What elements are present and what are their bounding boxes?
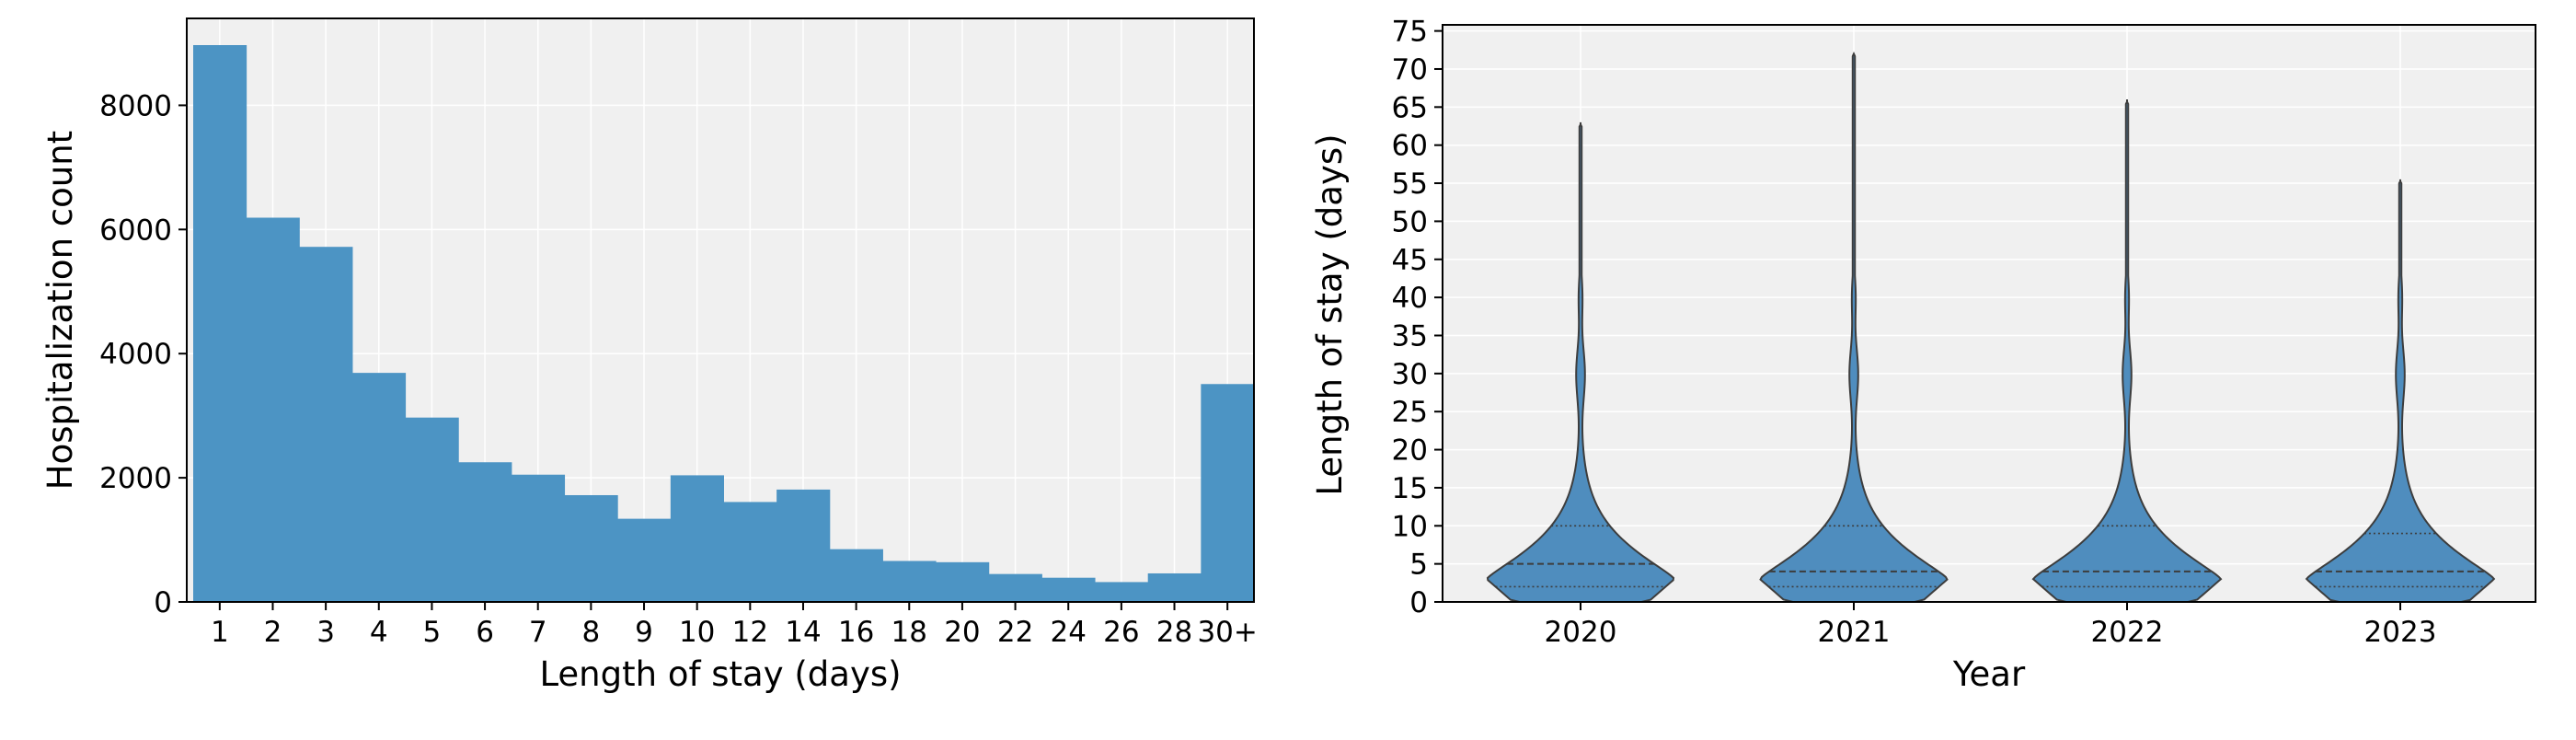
histogram-x-tick-label: 30+ (1197, 616, 1257, 649)
violin-y-tick-label: 60 (1392, 130, 1428, 163)
histogram-bar (882, 561, 937, 602)
histogram-y-tick-label: 6000 (99, 214, 172, 247)
histogram-bar (723, 502, 777, 602)
violin-y-tick-label: 30 (1392, 358, 1428, 391)
histogram-bar (617, 518, 672, 602)
histogram-x-tick-label: 20 (944, 616, 980, 649)
histogram-x-tick-label: 28 (1156, 616, 1192, 649)
histogram-bar (988, 573, 1042, 602)
histogram-x-tick-label: 22 (997, 616, 1033, 649)
violin-x-axis-label: Year (1952, 654, 2026, 694)
histogram-x-tick-label: 9 (635, 616, 653, 649)
histogram-bar (1147, 572, 1202, 602)
histogram-bar (564, 494, 618, 602)
histogram-x-axis-label: Length of stay (days) (539, 654, 901, 694)
violin-x-tick-label: 2021 (1818, 616, 1891, 649)
violin-y-tick-label: 20 (1392, 434, 1428, 468)
violin-frame (1442, 24, 2536, 603)
violin-y-tick-label: 65 (1392, 91, 1428, 124)
violin-body-2022 (2031, 99, 2223, 603)
violin-body-2020 (1486, 121, 1675, 603)
histogram-bar (351, 373, 407, 602)
histogram-x-tick-label: 4 (370, 616, 388, 649)
violin-y-tick-label: 25 (1392, 396, 1428, 429)
violin-y-tick-label: 10 (1392, 510, 1428, 543)
violin-y-tick-label: 70 (1392, 53, 1428, 87)
histogram-bar (299, 247, 353, 602)
histogram-y-axis-label: Hospitalization count (40, 131, 80, 490)
violin-plot-area (1443, 25, 2536, 602)
histogram-bar (511, 474, 566, 602)
histogram-x-tick-label: 7 (529, 616, 547, 649)
violin-y-tick-label: 75 (1392, 16, 1428, 49)
histogram-frame (186, 17, 1255, 603)
histogram-x-tick-label: 26 (1103, 616, 1139, 649)
histogram-y-tick-label: 2000 (99, 462, 172, 495)
histogram-x-tick-label: 18 (891, 616, 927, 649)
histogram-x-tick-label: 14 (785, 616, 821, 649)
histogram-y-tick-label: 8000 (99, 89, 172, 122)
histogram-x-tick-label: 10 (679, 616, 715, 649)
violin-x-tick-label: 2023 (2364, 616, 2437, 649)
histogram-bar (1201, 384, 1255, 602)
histogram-bar (405, 417, 459, 602)
histogram-bar (829, 549, 883, 602)
histogram-x-tick-label: 5 (423, 616, 442, 649)
violin-y-tick-label: 0 (1409, 586, 1428, 619)
violin-y-tick-label: 35 (1392, 319, 1428, 353)
histogram-bar (193, 45, 247, 602)
histogram-x-tick-label: 24 (1050, 616, 1086, 649)
histogram-y-tick-label: 4000 (99, 338, 172, 371)
violin-y-tick-label: 45 (1392, 244, 1428, 277)
histogram-y-tick-label: 0 (154, 586, 172, 619)
histogram-x-tick-label: 1 (211, 616, 229, 649)
histogram-y-ticks: 0 2000 4000 6000 8000 (99, 89, 187, 619)
violin-y-tick-label: 40 (1392, 282, 1428, 315)
violin-x-ticks: 2020 2021 2022 2023 (1545, 602, 2437, 649)
violin-body-2021 (1759, 51, 1949, 603)
histogram-x-tick-label: 16 (838, 616, 874, 649)
histogram-bar (458, 462, 512, 602)
violin-y-ticks: 0 5 10 15 20 25 30 35 40 45 50 55 60 65 70 75 (1392, 16, 1443, 619)
violin-y-tick-label: 50 (1392, 205, 1428, 238)
histogram-bar (1041, 577, 1096, 602)
histogram-x-ticks: 1 2 3 4 5 6 7 8 9 10 12 14 16 18 20 22 24 26 28 30+ (211, 602, 1258, 649)
histogram-x-tick-label: 3 (316, 616, 335, 649)
histogram-bars (193, 45, 1255, 602)
violin-shapes (1486, 51, 2496, 603)
histogram-x-tick-label: 2 (264, 616, 282, 649)
histogram-x-tick-label: 6 (476, 616, 494, 649)
violin-y-tick-label: 55 (1392, 168, 1428, 201)
histogram-x-tick-label: 12 (732, 616, 768, 649)
violin-body-2023 (2305, 179, 2496, 603)
histogram-bar (936, 561, 990, 602)
histogram-bar (246, 217, 300, 602)
violin-x-tick-label: 2022 (2091, 616, 2164, 649)
violin-y-tick-label: 5 (1409, 549, 1428, 582)
histogram-x-tick-label: 8 (582, 616, 601, 649)
histogram-bar (1095, 582, 1149, 602)
histogram-bar (670, 475, 724, 602)
violin-y-axis-label: Length of stay (days) (1310, 133, 1350, 495)
violin-y-tick-label: 15 (1392, 472, 1428, 505)
histogram-bar (776, 489, 831, 602)
violin-x-tick-label: 2020 (1545, 616, 1617, 649)
